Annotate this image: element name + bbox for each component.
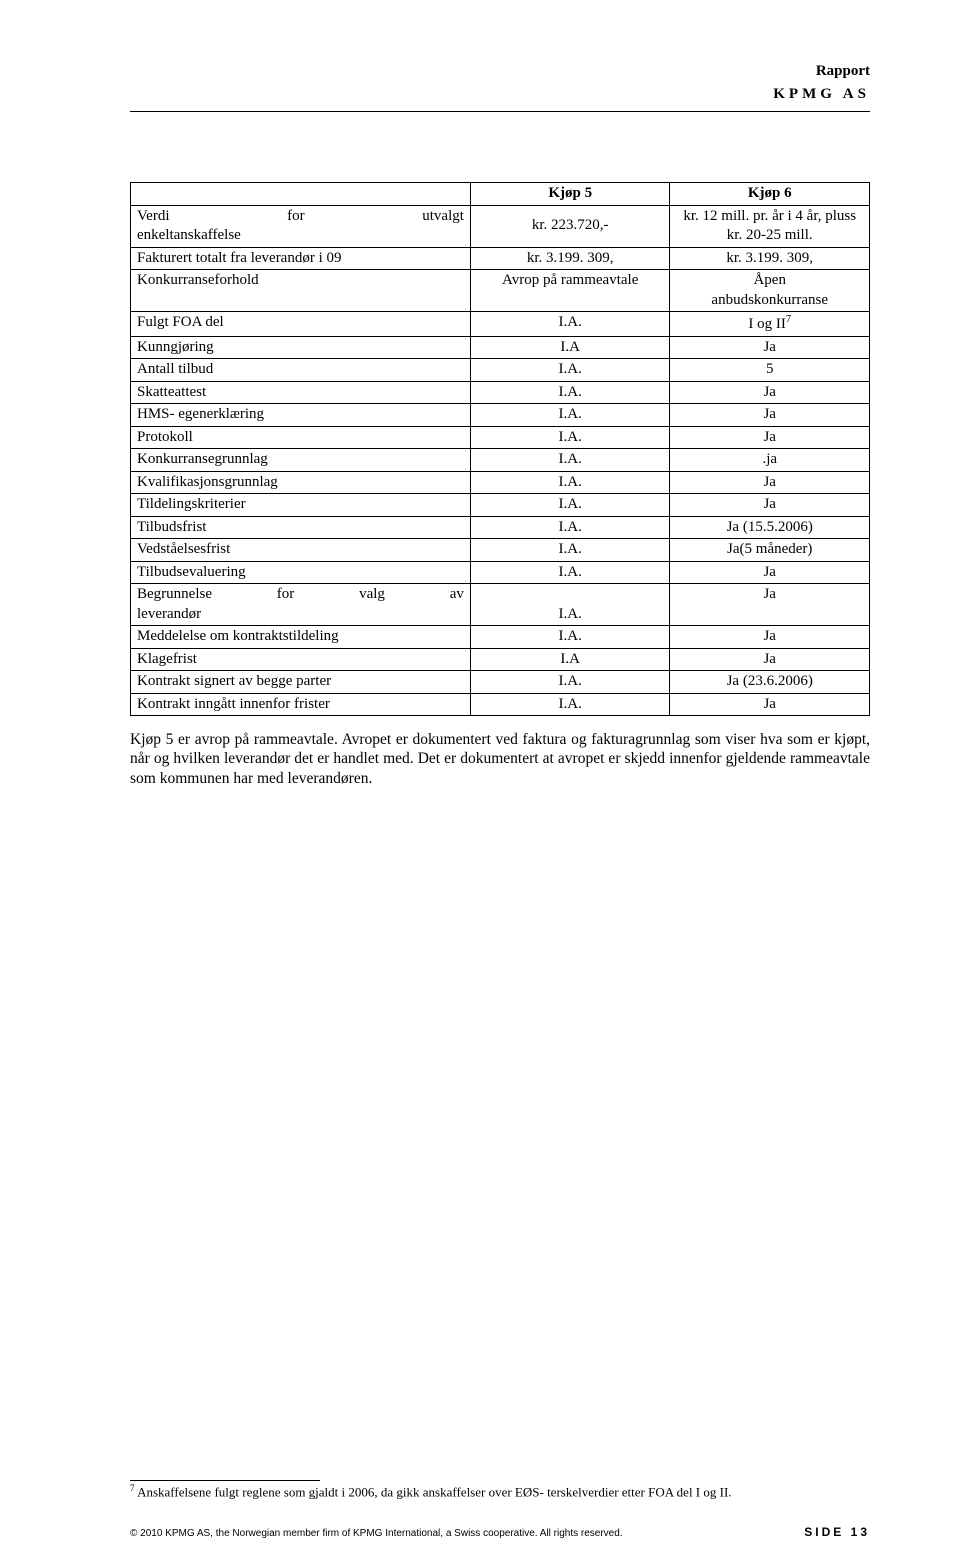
footer-copyright: © 2010 KPMG AS, the Norwegian member fir…	[130, 1528, 623, 1539]
table-cell: kr. 3.199. 309,	[470, 247, 670, 270]
table-row: Fakturert totalt fra leverandør i 09kr. …	[131, 247, 870, 270]
table-row: TilbudsevalueringI.A.Ja	[131, 561, 870, 584]
header-rule	[130, 111, 870, 112]
table-cell: Konkurranseforhold	[131, 270, 471, 312]
table-cell: Avrop på rammeavtale	[470, 270, 670, 312]
table-cell: I.A.	[470, 626, 670, 649]
footnote-separator	[130, 1480, 320, 1481]
table-row: KonkurranseforholdAvrop på rammeavtaleÅp…	[131, 270, 870, 312]
table-cell: Ja	[670, 381, 870, 404]
data-table: Kjøp 5 Kjøp 6 Verdiforutvalgtenkeltanska…	[130, 182, 870, 716]
table-cell: Vedståelsesfrist	[131, 539, 471, 562]
table-cell: I.A.	[470, 561, 670, 584]
table-cell: Ja (15.5.2006)	[670, 516, 870, 539]
table-cell: I.A.	[470, 539, 670, 562]
table-row: SkatteattestI.A.Ja	[131, 381, 870, 404]
table-cell: I.A.	[470, 404, 670, 427]
table-row: Kontrakt inngått innenfor fristerI.A.Ja	[131, 693, 870, 716]
table-cell: Ja (23.6.2006)	[670, 671, 870, 694]
table-cell: I.A.	[470, 584, 670, 626]
footnote-text: Anskaffelsene fulgt reglene som gjaldt i…	[135, 1485, 732, 1500]
table-cell: Tilbudsevaluering	[131, 561, 471, 584]
table-body: Verdiforutvalgtenkeltanskaffelsekr. 223.…	[131, 205, 870, 716]
table-cell: 5	[670, 359, 870, 382]
table-cell: I og II7	[670, 312, 870, 337]
table-cell: I.A.	[470, 693, 670, 716]
table-cell: I.A.	[470, 312, 670, 337]
table-cell: Kontrakt inngått innenfor frister	[131, 693, 471, 716]
table-cell: Skatteattest	[131, 381, 471, 404]
table-cell: Konkurransegrunnlag	[131, 449, 471, 472]
table-cell: Ja	[670, 626, 870, 649]
table-cell: Antall tilbud	[131, 359, 471, 382]
table-cell: Tilbudsfrist	[131, 516, 471, 539]
table-cell: Meddelelse om kontraktstildeling	[131, 626, 471, 649]
header-line-1: Rapport	[130, 60, 870, 83]
table-cell: Ja	[670, 336, 870, 359]
table-cell: I.A.	[470, 471, 670, 494]
table-cell: HMS- egenerklæring	[131, 404, 471, 427]
table-cell: Ja	[670, 426, 870, 449]
table-cell: Klagefrist	[131, 648, 471, 671]
table-row: Kontrakt signert av begge parterI.A.Ja (…	[131, 671, 870, 694]
table-cell: I.A.	[470, 671, 670, 694]
table-row: KonkurransegrunnlagI.A..ja	[131, 449, 870, 472]
table-head-c2: Kjøp 5	[470, 183, 670, 206]
footnote-block: 7 Anskaffelsene fulgt reglene som gjaldt…	[130, 1480, 870, 1501]
table-cell: Kunngjøring	[131, 336, 471, 359]
page-footer: © 2010 KPMG AS, the Norwegian member fir…	[130, 1525, 870, 1539]
table-head-c3: Kjøp 6	[670, 183, 870, 206]
table-cell: I.A.	[470, 449, 670, 472]
page: Rapport KPMG AS Kjøp 5 Kjøp 6 Verdiforut…	[0, 0, 960, 1565]
table-header-row: Kjøp 5 Kjøp 6	[131, 183, 870, 206]
page-header: Rapport KPMG AS	[130, 60, 870, 105]
table-cell: Tildelingskriterier	[131, 494, 471, 517]
table-cell: kr. 223.720,-	[470, 205, 670, 247]
table-cell: Åpenanbudskonkurranse	[670, 270, 870, 312]
table-row: HMS- egenerklæringI.A.Ja	[131, 404, 870, 427]
footnote: 7 Anskaffelsene fulgt reglene som gjaldt…	[130, 1483, 870, 1501]
table-cell: Ja	[670, 693, 870, 716]
table-cell: Ja	[670, 584, 870, 626]
table-cell: I.A.	[470, 381, 670, 404]
table-row: VedståelsesfristI.A.Ja(5 måneder)	[131, 539, 870, 562]
table-cell: I.A.	[470, 494, 670, 517]
table-cell: I.A	[470, 648, 670, 671]
table-cell: I.A.	[470, 516, 670, 539]
table-row: ProtokollI.A.Ja	[131, 426, 870, 449]
table-row: TilbudsfristI.A.Ja (15.5.2006)	[131, 516, 870, 539]
table-row: Antall tilbudI.A.5	[131, 359, 870, 382]
table-row: Verdiforutvalgtenkeltanskaffelsekr. 223.…	[131, 205, 870, 247]
table-row: KunngjøringI.AJa	[131, 336, 870, 359]
table-cell: kr. 12 mill. pr. år i 4 år, pluss kr. 20…	[670, 205, 870, 247]
table-cell: I.A.	[470, 359, 670, 382]
footer-page-number: SIDE 13	[804, 1525, 870, 1539]
table-cell: Ja	[670, 494, 870, 517]
table-cell: .ja	[670, 449, 870, 472]
table-row: TildelingskriterierI.A.Ja	[131, 494, 870, 517]
table-cell: Ja	[670, 471, 870, 494]
table-cell: Ja	[670, 648, 870, 671]
table-cell: Fakturert totalt fra leverandør i 09	[131, 247, 471, 270]
table-cell: Begrunnelseforvalgavleverandør	[131, 584, 471, 626]
table-cell: Kvalifikasjonsgrunnlag	[131, 471, 471, 494]
table-cell: kr. 3.199. 309,	[670, 247, 870, 270]
table-cell: Protokoll	[131, 426, 471, 449]
table-cell: Ja	[670, 404, 870, 427]
header-line-2: KPMG AS	[130, 83, 870, 106]
table-row: Fulgt FOA delI.A.I og II7	[131, 312, 870, 337]
table-cell: Fulgt FOA del	[131, 312, 471, 337]
table-row: KvalifikasjonsgrunnlagI.A.Ja	[131, 471, 870, 494]
table-row: BegrunnelseforvalgavleverandørI.A.Ja	[131, 584, 870, 626]
table-row: KlagefristI.AJa	[131, 648, 870, 671]
table-cell: Kontrakt signert av begge parter	[131, 671, 471, 694]
table-cell: I.A.	[470, 426, 670, 449]
body-paragraph: Kjøp 5 er avrop på rammeavtale. Avropet …	[130, 730, 870, 788]
table-cell: I.A	[470, 336, 670, 359]
table-head-c1	[131, 183, 471, 206]
table-cell: Ja(5 måneder)	[670, 539, 870, 562]
table-cell: Ja	[670, 561, 870, 584]
table-row: Meddelelse om kontraktstildelingI.A.Ja	[131, 626, 870, 649]
table-cell: Verdiforutvalgtenkeltanskaffelse	[131, 205, 471, 247]
